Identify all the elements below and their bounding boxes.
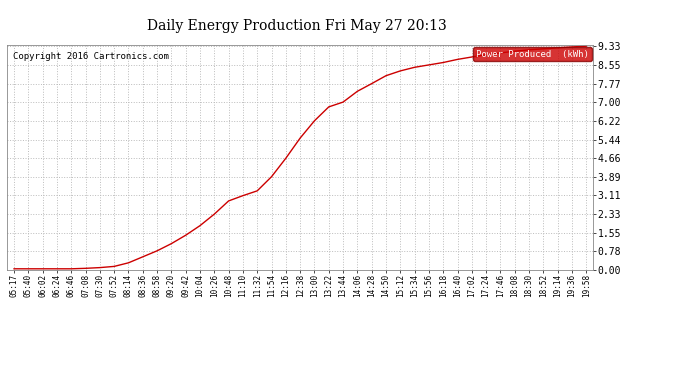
- Text: Daily Energy Production Fri May 27 20:13: Daily Energy Production Fri May 27 20:13: [147, 19, 446, 33]
- Legend: Power Produced  (kWh): Power Produced (kWh): [473, 47, 591, 61]
- Text: Copyright 2016 Cartronics.com: Copyright 2016 Cartronics.com: [13, 52, 168, 61]
